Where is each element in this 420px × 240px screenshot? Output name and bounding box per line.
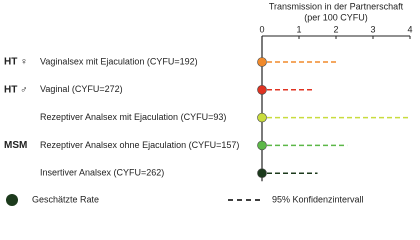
group-label: HT ♀ — [4, 57, 28, 68]
estimate-dot — [257, 112, 267, 123]
row-label: Rezeptiver Analsex ohne Ejaculation (CYF… — [40, 140, 239, 150]
chart-subtitle: (per 100 CYFU) — [304, 12, 368, 22]
group-label: MSM — [4, 140, 27, 151]
estimate-dot — [257, 140, 267, 151]
x-tick-label: 4 — [407, 24, 412, 34]
x-tick-label: 1 — [296, 24, 301, 34]
row-label: Rezeptiver Analsex mit Ejaculation (CYFU… — [40, 112, 226, 122]
row-label: Vaginalsex mit Ejaculation (CYFU=192) — [40, 56, 198, 66]
x-tick-label: 3 — [370, 24, 375, 34]
x-tick-label: 2 — [333, 24, 338, 34]
row-label: Insertiver Analsex (CYFU=262) — [40, 168, 164, 178]
estimate-dot — [257, 57, 267, 67]
legend-dot — [6, 194, 18, 206]
x-tick-label: 0 — [259, 24, 264, 34]
group-label: HT ♂ — [4, 84, 28, 95]
legend-label: Geschätzte Rate — [32, 194, 99, 204]
chart: Transmission in der Partnerschaft (per 1… — [4, 1, 413, 206]
row-label: Vaginal (CYFU=272) — [40, 84, 123, 94]
chart-title: Transmission in der Partnerschaft — [269, 1, 404, 11]
estimate-dot — [257, 168, 267, 178]
legend-label: 95% Konfidenzintervall — [272, 194, 364, 204]
estimate-dot — [257, 85, 267, 95]
